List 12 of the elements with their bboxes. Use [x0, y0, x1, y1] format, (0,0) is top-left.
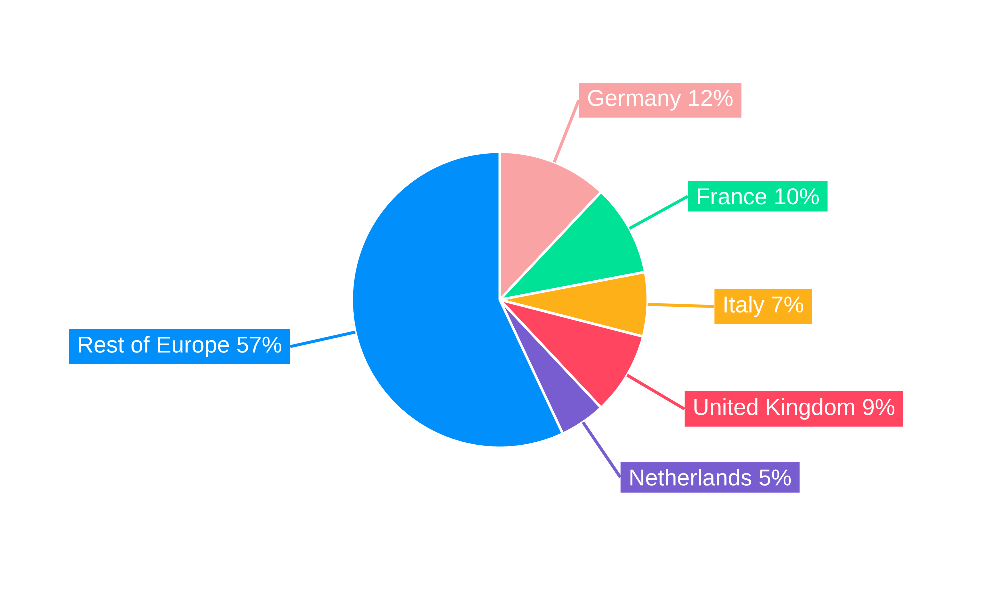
data-label: 7% — [772, 296, 804, 313]
slice-label: Germany — [588, 90, 682, 111]
slice-label: Rest of Europe — [79, 336, 230, 358]
slice-label: Italy — [724, 296, 765, 318]
data-label: 10% — [776, 188, 819, 205]
data-label: 9% — [863, 399, 895, 416]
data-label: 5% — [760, 470, 792, 486]
data-label: 57% — [237, 336, 282, 353]
slice-label: United Kingdom — [694, 398, 854, 420]
slice-label: France — [698, 188, 767, 205]
slice-label: Netherlands — [630, 469, 752, 486]
data-label: 12% — [690, 90, 733, 106]
